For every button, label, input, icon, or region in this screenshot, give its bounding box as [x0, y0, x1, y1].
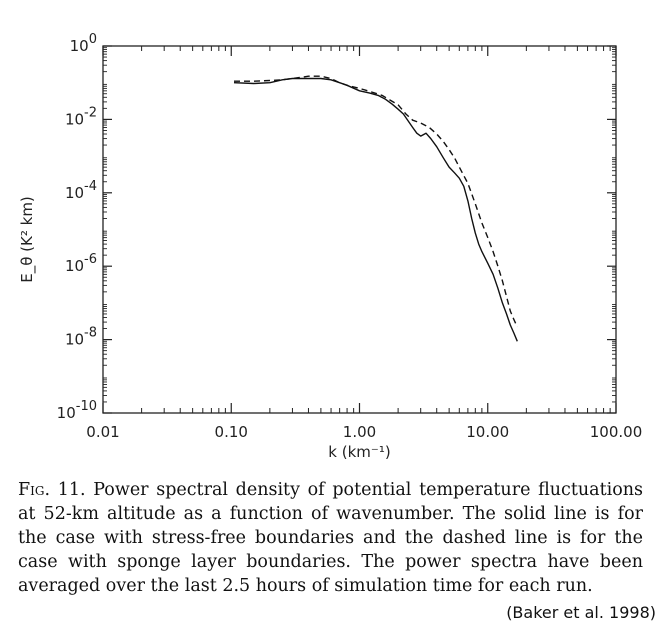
series-line-dashed [234, 75, 518, 328]
x-tick-label: 0.01 [86, 423, 119, 441]
plot-axes [102, 45, 617, 414]
x-ticks: 0.01 0.10 1.00 10.00 100.00 [86, 46, 642, 441]
figure-caption: Fig. 11. Power spectral density of poten… [18, 478, 643, 598]
x-tick-label: 100.00 [590, 423, 643, 441]
y-tick-label: 10-8 [65, 326, 97, 349]
plot-frame [102, 45, 617, 414]
y-tick-label: 10-10 [57, 399, 97, 422]
y-tick-label: 100 [70, 32, 97, 55]
series-line-solid [233, 77, 518, 342]
x-tick-label: 0.10 [215, 423, 248, 441]
figure-label: Fig. 11. [18, 480, 86, 500]
x-tick-label: 10.00 [466, 423, 509, 441]
y-tick-label: 10-2 [65, 105, 97, 128]
x-tick-label: 1.00 [343, 423, 376, 441]
citation: (Baker et al. 1998) [506, 603, 656, 622]
y-axis-label: E_θ (K² km) [18, 196, 37, 283]
caption-text: Power spectral density of potential temp… [18, 480, 643, 596]
series-lines [233, 75, 518, 342]
spectrum-chart: 0.01 0.10 1.00 10.00 100.00 10010-210-410-61… [18, 32, 642, 461]
y-tick-label: 10-6 [65, 252, 97, 275]
y-tick-label: 10-4 [65, 179, 97, 202]
y-ticks: 100 10-2 10-4 10-6 10-8 10-10 [57, 32, 616, 422]
x-axis-label: k (km⁻¹) [328, 443, 390, 461]
